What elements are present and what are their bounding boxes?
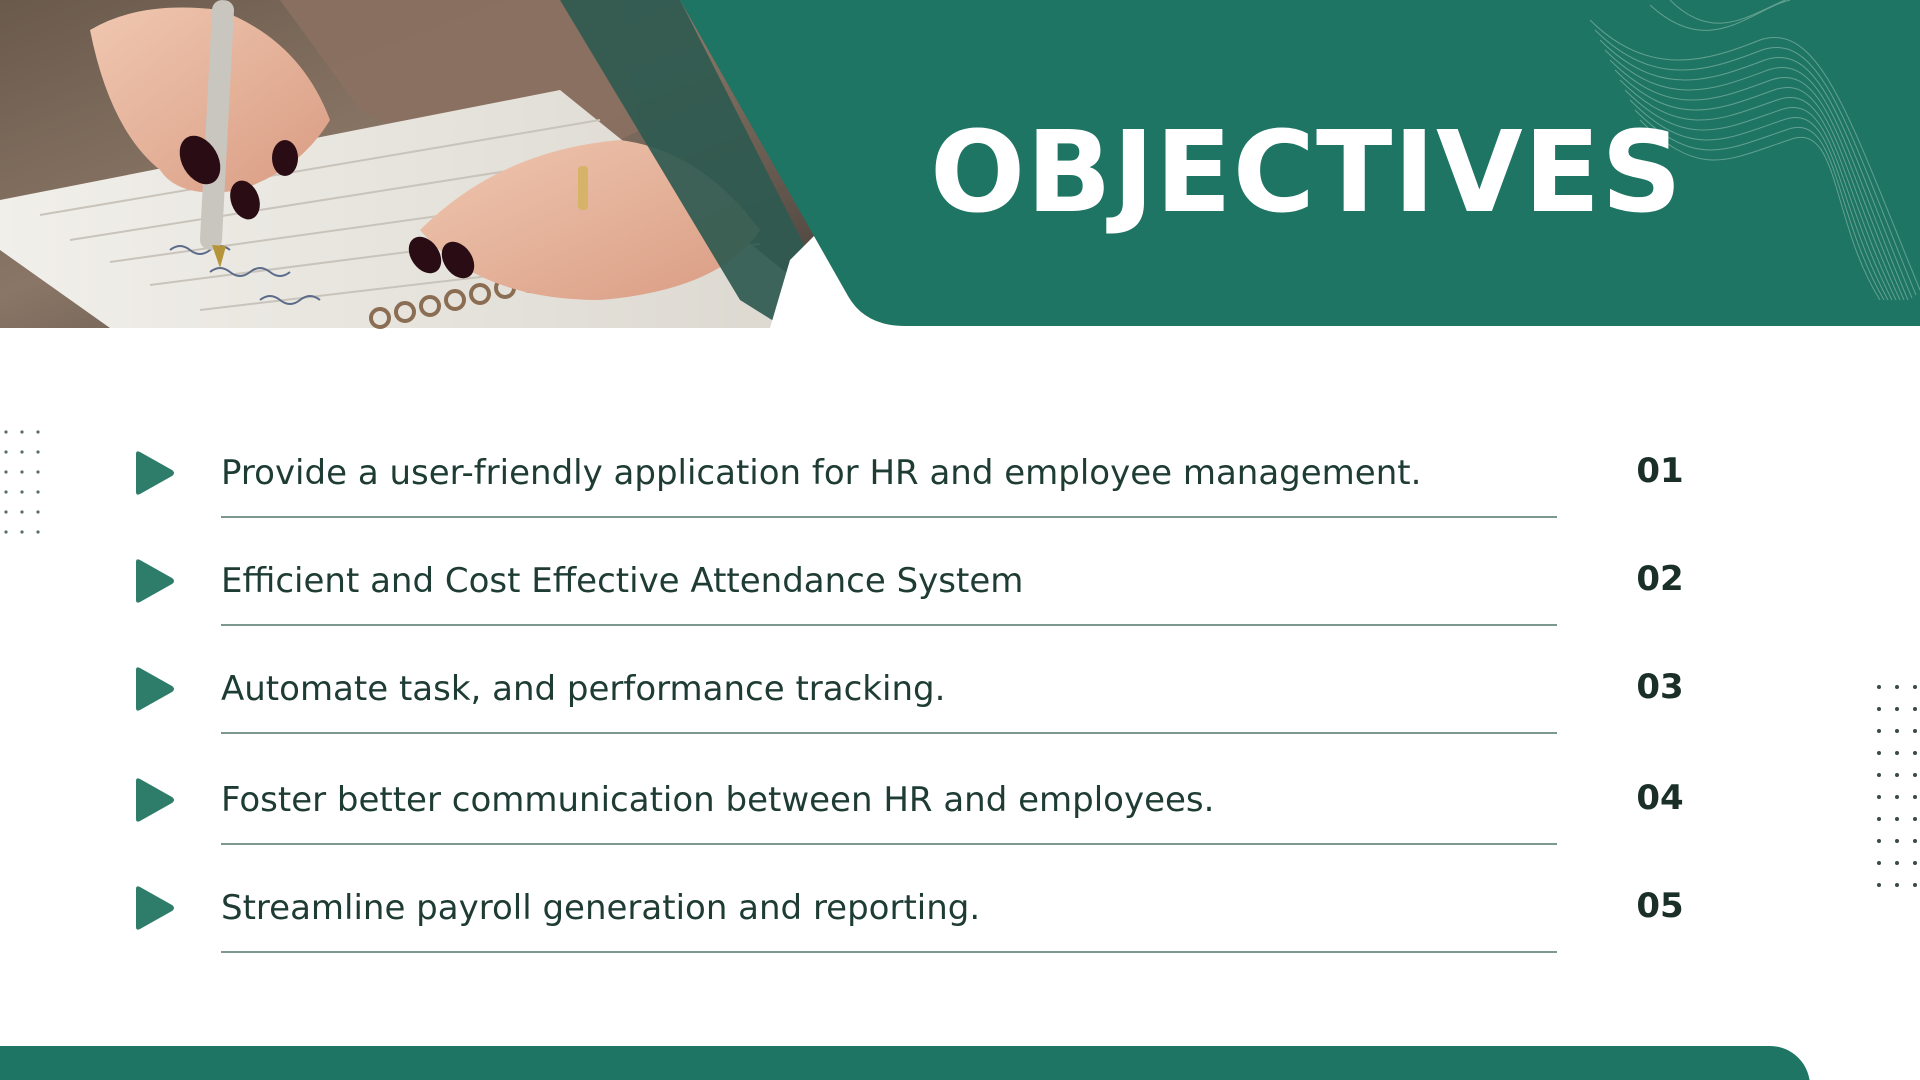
objective-number: 04 [1636,778,1684,818]
objective-text: Automate task, and performance tracking. [221,669,946,709]
footer-bar [0,1046,1810,1080]
dot-grid-left [4,430,40,534]
play-triangle-icon [136,778,174,822]
play-triangle-icon [136,886,174,930]
divider-line [221,732,1557,734]
diagonal-accent [560,0,832,326]
play-triangle-icon [136,559,174,603]
objective-item: Foster better communication between HR a… [0,777,1920,887]
objective-number: 03 [1636,667,1684,707]
objective-text: Efficient and Cost Effective Attendance … [221,561,1024,601]
objective-item: Streamline payroll generation and report… [0,885,1920,995]
objective-item: Efficient and Cost Effective Attendance … [0,558,1920,668]
divider-line [221,843,1557,845]
page-title: OBJECTIVES [930,108,1683,238]
divider-line [221,624,1557,626]
dot-grid-right [1877,685,1917,887]
divider-line [221,951,1557,953]
objective-item: Provide a user-friendly application for … [0,450,1920,560]
objective-number: 05 [1636,886,1684,926]
header-banner [0,0,1920,329]
objective-text: Foster better communication between HR a… [221,780,1215,820]
play-triangle-icon [136,667,174,711]
wave-lines-decoration [1590,0,1920,300]
play-triangle-icon [136,451,174,495]
objective-text: Provide a user-friendly application for … [221,453,1422,493]
objective-number: 01 [1636,451,1684,491]
divider-line [221,516,1557,518]
objective-item: Automate task, and performance tracking.… [0,666,1920,776]
objective-number: 02 [1636,559,1684,599]
objective-text: Streamline payroll generation and report… [221,888,981,928]
title-panel [680,0,1920,326]
